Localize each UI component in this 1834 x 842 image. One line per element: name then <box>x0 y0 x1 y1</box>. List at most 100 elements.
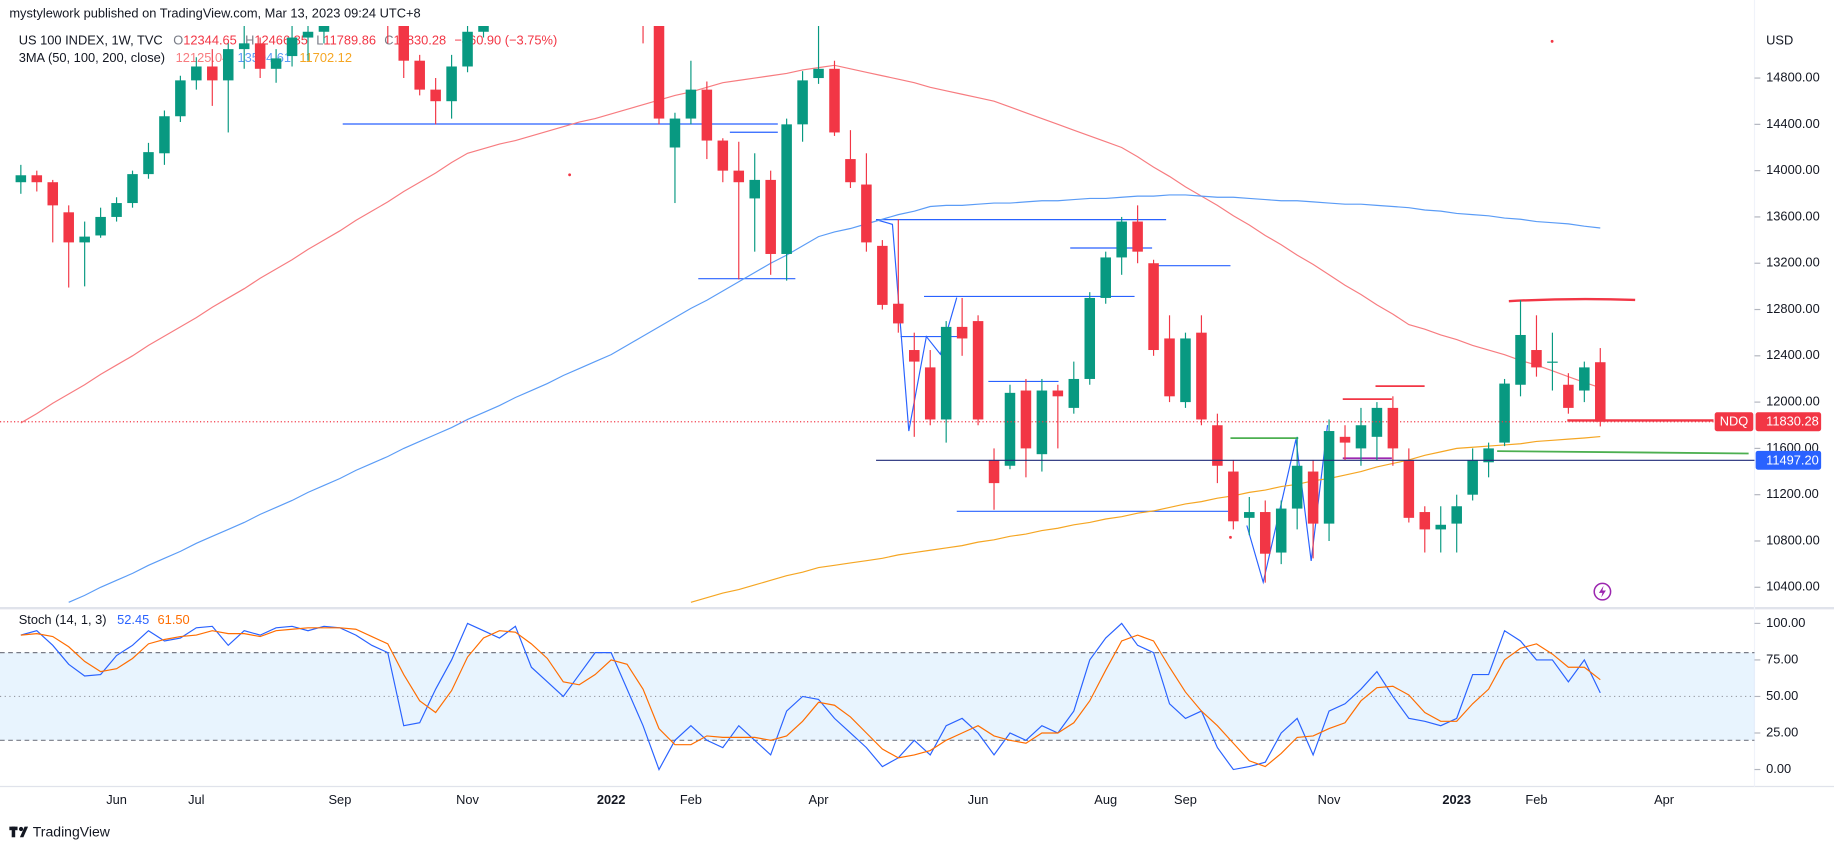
x-tick-label: Feb <box>680 792 702 807</box>
moving-averages <box>20 64 1601 603</box>
y-tick-label: 0.00 <box>1766 761 1791 776</box>
candle-body <box>1228 471 1239 522</box>
y-tick-label: 13200.00 <box>1766 255 1820 270</box>
last-price-tag <box>1755 412 1822 432</box>
y-tick-label: 12800.00 <box>1766 301 1820 316</box>
y-tick-label: 11200.00 <box>1766 486 1819 501</box>
candle-body <box>733 170 745 183</box>
logo-part <box>11 826 16 838</box>
candle-body <box>318 25 330 32</box>
x-tick-label: Sep <box>328 792 351 807</box>
candle-body <box>430 89 441 102</box>
candle-body <box>222 49 234 81</box>
ma-value: 12125.04 <box>176 50 230 65</box>
x-tick-label: Jun <box>106 792 127 807</box>
candle-body <box>1212 425 1223 466</box>
footer-logo <box>9 826 29 838</box>
candle-body <box>1387 407 1399 449</box>
y-tick-label: 13600.00 <box>1766 208 1820 223</box>
stoch-title: Stoch (14, 1, 3) <box>19 613 107 628</box>
symbol-tag-label: NDQ <box>1720 414 1749 429</box>
candle-body <box>1068 378 1080 408</box>
stoch-legend: Stoch (14, 1, 3) 52.45 61.50 <box>19 613 190 628</box>
candle-body <box>1100 257 1111 298</box>
candle-body <box>1020 390 1032 449</box>
stoch-value: 61.50 <box>158 613 190 628</box>
candle-body <box>1435 524 1447 530</box>
footer-brand: TradingView <box>33 823 111 839</box>
candle-body <box>940 326 952 420</box>
candle-body <box>414 60 425 90</box>
drawing-line <box>1508 297 1636 303</box>
candle-body <box>1196 332 1207 420</box>
candle-body <box>1004 392 1016 466</box>
candle-body <box>1419 512 1431 530</box>
candle-body <box>47 182 59 206</box>
drawing-dot <box>568 173 572 177</box>
candle-body <box>270 58 282 69</box>
symbol-title: US 100 INDEX, 1W, TVC <box>19 33 163 48</box>
x-tick-label: Apr <box>809 792 830 807</box>
level-tag <box>1755 450 1822 470</box>
candle-body <box>1467 459 1478 495</box>
y-tick-label: 10800.00 <box>1766 532 1820 547</box>
y-tick-label: 10400.00 <box>1766 579 1820 594</box>
candle-body <box>191 66 202 81</box>
logo-part <box>18 826 24 832</box>
ohlc-letter: L <box>316 33 323 48</box>
icon-bolt[interactable] <box>1598 585 1606 598</box>
candle-body <box>877 245 888 305</box>
candle-body <box>1164 338 1175 397</box>
candle-body <box>1563 384 1574 408</box>
y-tick-label: 12000.00 <box>1766 393 1820 408</box>
y-tick-label: 100.00 <box>1766 615 1805 630</box>
candle-body <box>79 236 90 243</box>
candle-body <box>111 203 122 217</box>
candle-body <box>797 80 808 125</box>
candle-body <box>893 303 904 324</box>
ohlc-value: 11789.86 <box>323 33 376 48</box>
lightning-icon[interactable] <box>1593 582 1612 601</box>
candle-body <box>1547 361 1558 363</box>
ohlc-letter: H <box>245 33 254 48</box>
candle-body <box>302 31 314 38</box>
x-tick-label: Apr <box>1654 792 1675 807</box>
candle-body <box>478 25 489 32</box>
candle-body <box>63 212 74 243</box>
candle-body <box>159 116 170 154</box>
candle-body <box>749 179 760 199</box>
candle-body <box>1180 338 1191 403</box>
candle-body <box>1499 383 1510 443</box>
stoch-line <box>20 622 1601 771</box>
x-tick-label: Jun <box>968 792 989 807</box>
candle-body <box>143 152 154 175</box>
ohlc-letter: O <box>173 33 183 48</box>
logo-part <box>19 826 29 838</box>
candle-body <box>286 37 298 57</box>
x-tick-label: 2022 <box>597 792 626 807</box>
candle-body <box>717 140 729 171</box>
candle-body <box>31 175 43 183</box>
y-tick-label: 14000.00 <box>1766 162 1820 177</box>
candle-body <box>462 31 473 67</box>
y-tick-label: 50.00 <box>1766 688 1798 703</box>
ohlc-value: 12344.65 <box>183 33 237 48</box>
currency: USD <box>1766 33 1793 48</box>
author-line: mystylework published on TradingView.com… <box>9 6 420 21</box>
candle-body <box>207 66 218 81</box>
candle-body <box>669 118 681 148</box>
candle-body <box>254 43 266 69</box>
y-tick-label: 12400.00 <box>1766 347 1820 362</box>
drawing-dot <box>1550 39 1554 43</box>
trend-lines <box>1230 437 1749 455</box>
candle-body <box>1531 350 1542 368</box>
moving-average-line <box>68 194 1601 603</box>
y-tick-label: 14800.00 <box>1766 69 1820 84</box>
candle-body <box>1148 263 1159 351</box>
last-price-label: 11830.28 <box>1766 414 1819 429</box>
candle-body <box>701 89 713 141</box>
ma-title: 3MA (50, 100, 200, close) <box>19 50 165 65</box>
candle-body <box>1132 221 1143 252</box>
candle-body <box>1291 465 1303 509</box>
